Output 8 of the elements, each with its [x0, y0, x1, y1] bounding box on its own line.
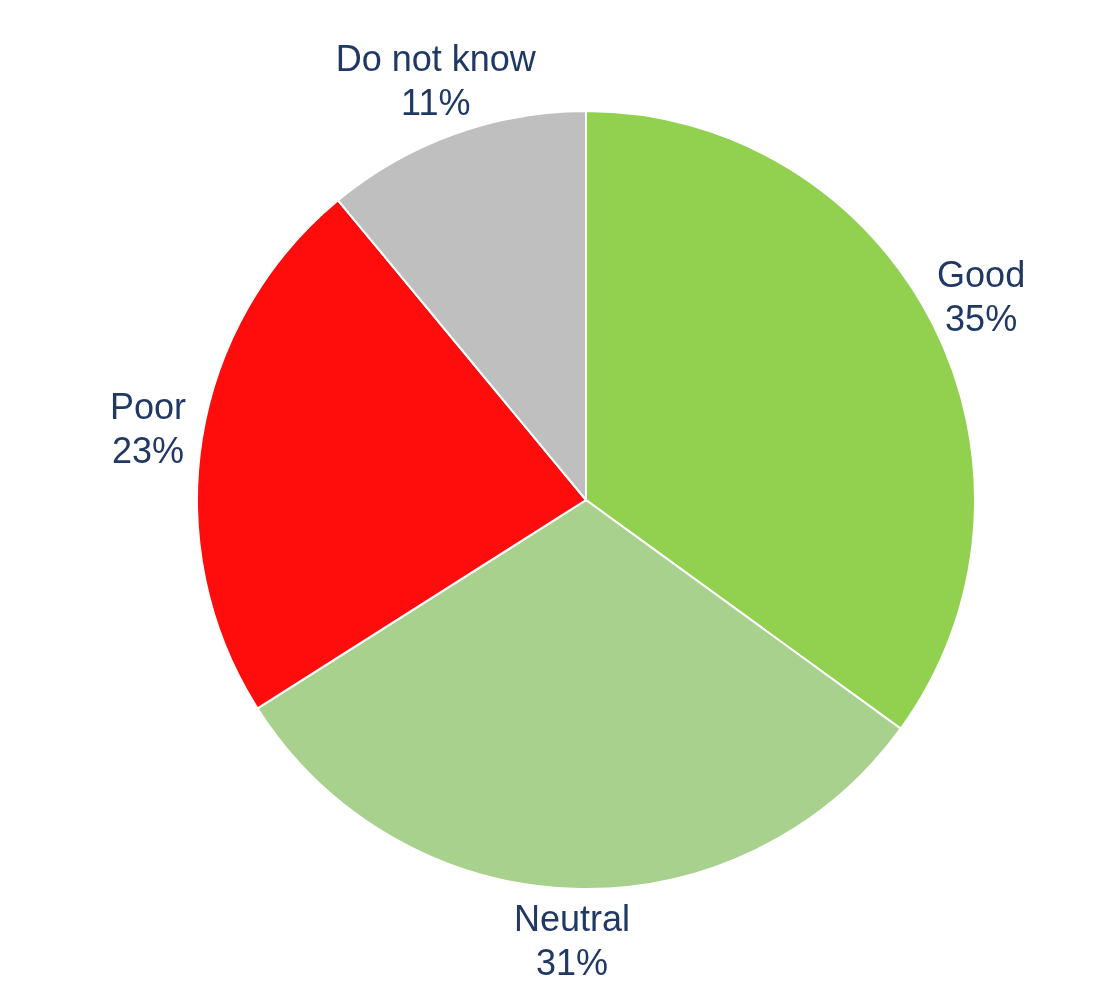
slice-label: Neutral [514, 898, 631, 940]
slice-label: Poor [109, 385, 187, 427]
slice-label: Do not know [335, 37, 537, 79]
data-label: 35% [945, 297, 1018, 339]
slice-label: Good [937, 253, 1026, 295]
data-label: 23% [111, 429, 185, 471]
data-label: 31% [536, 942, 609, 984]
data-label: 11% [401, 81, 471, 123]
